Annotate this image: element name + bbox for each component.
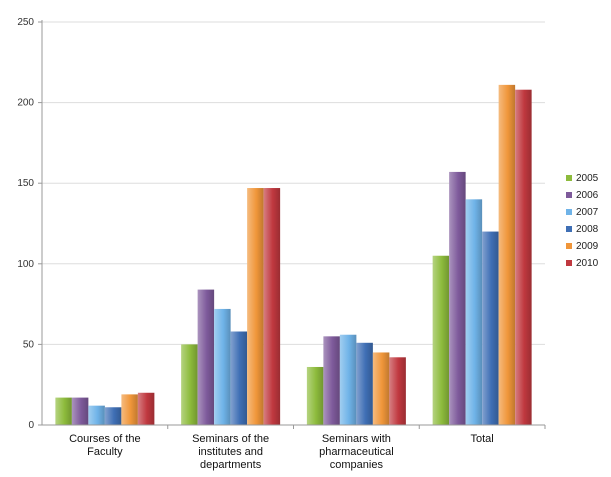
bar-2006 <box>323 336 340 425</box>
x-category-label-line: Seminars with <box>322 433 391 445</box>
bar-series <box>55 84 532 426</box>
bar-2007 <box>214 308 231 425</box>
legend-label-2007: 2007 <box>576 207 599 218</box>
bar-2010 <box>515 89 532 425</box>
bar-2005 <box>432 255 450 425</box>
legend-label-2009: 2009 <box>576 241 599 252</box>
x-category-label: Courses of the Faculty <box>69 433 141 458</box>
x-category-label-line: Faculty <box>87 446 123 458</box>
bar-2006 <box>449 171 466 425</box>
bar-2009 <box>372 352 390 425</box>
bar-2010 <box>263 188 281 425</box>
y-tick-label: 250 <box>17 17 34 28</box>
legend-label-2010: 2010 <box>576 258 599 269</box>
y-axis: 0 50 100 150 200 250 <box>17 17 43 431</box>
bar-2005 <box>55 397 72 425</box>
legend-swatch-2006 <box>566 192 572 198</box>
y-tick-label: 150 <box>17 178 34 189</box>
bar-2007 <box>88 405 105 425</box>
bar-2009 <box>121 394 138 425</box>
bar-2008 <box>482 231 499 425</box>
bar-2008 <box>356 342 373 425</box>
x-category-label-line: pharmaceutical <box>319 446 394 458</box>
bar-2005 <box>181 344 198 425</box>
legend-swatch-2008 <box>566 226 572 232</box>
y-tick-label: 50 <box>23 339 35 350</box>
x-category-label-line: institutes and <box>198 446 263 458</box>
bar-2007 <box>339 334 357 425</box>
legend-label-2005: 2005 <box>576 173 599 184</box>
x-axis: Courses of the Faculty Seminars of the inst… <box>42 424 546 471</box>
legend-label-2006: 2006 <box>576 190 599 201</box>
legend: 2005 2006 2007 2008 2009 2010 <box>566 173 599 269</box>
bar-2008 <box>230 331 248 425</box>
legend-swatch-2010 <box>566 260 572 266</box>
bar-2010 <box>137 392 155 425</box>
legend-swatch-2007 <box>566 209 572 215</box>
x-category-label: Seminars with pharmaceutical companies <box>319 433 394 471</box>
bar-2006 <box>197 289 215 425</box>
bar-2005 <box>306 366 324 425</box>
x-category-label-line: departments <box>200 459 262 471</box>
y-tick-label: 100 <box>17 259 34 270</box>
legend-swatch-2009 <box>566 243 572 249</box>
legend-swatch-2005 <box>566 175 572 181</box>
x-category-label-line: Total <box>471 433 494 445</box>
x-category-label-line: companies <box>330 459 384 471</box>
bar-2010 <box>389 357 406 425</box>
y-tick-label: 200 <box>17 98 34 109</box>
y-tick-label: 0 <box>28 420 34 431</box>
bar-2008 <box>104 407 122 425</box>
legend-label-2008: 2008 <box>576 224 599 235</box>
bar-2007 <box>465 199 483 425</box>
bar-2009 <box>498 84 516 426</box>
x-category-label-line: Courses of the <box>69 433 141 445</box>
x-category-label: Seminars of the institutes and departments <box>192 433 269 471</box>
x-category-label-line: Seminars of the <box>192 433 269 445</box>
x-category-label: Total <box>471 433 494 445</box>
bar-2009 <box>247 188 264 425</box>
bar-2006 <box>71 397 89 425</box>
